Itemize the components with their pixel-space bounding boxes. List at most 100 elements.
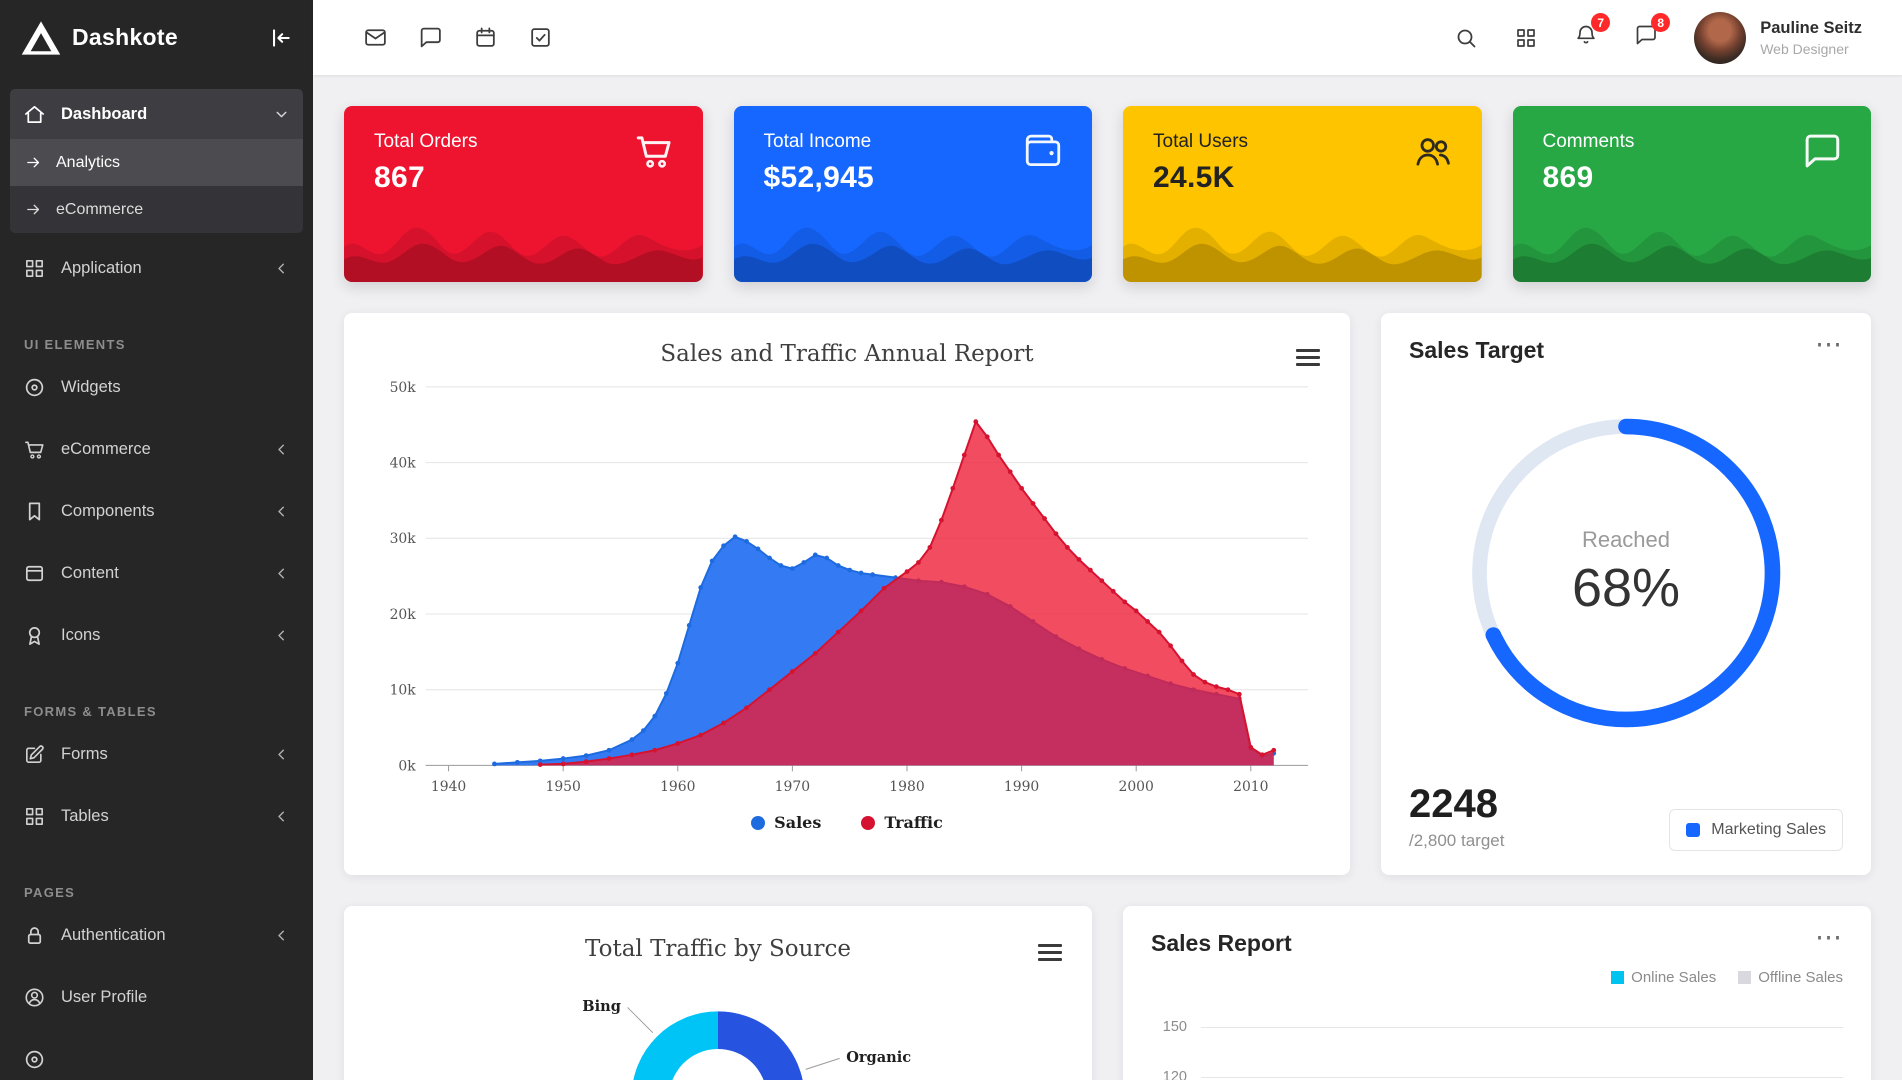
sidebar-item-label: User Profile [61,987,148,1006]
svg-text:1950: 1950 [545,779,580,795]
message-badge: 8 [1651,13,1671,32]
bottom-row: Total Traffic by Source Organic Bing Sale… [344,906,1871,1080]
sidebar-item-label: Icons [61,625,101,644]
legend-item-online-sales[interactable]: Online Sales [1611,969,1716,986]
user-role: Web Designer [1760,40,1849,57]
disc-icon [25,378,44,396]
tasks-icon[interactable] [528,25,553,50]
apps-grid-icon[interactable] [1514,26,1538,50]
sidebar-item-forms[interactable]: Forms [10,729,303,779]
target-current-value: 2248 [1409,782,1498,826]
sidebar-item-widgets[interactable]: Widgets [10,362,303,412]
more-menu-icon[interactable]: ⋯ [1815,329,1843,359]
sidebar-item-label: Widgets [61,377,121,396]
sidebar-item-label: Content [61,563,119,582]
brand-name: Dashkote [72,24,178,50]
sidebar-item-label: Analytics [56,153,121,171]
sidebar-collapse-icon[interactable] [267,25,293,51]
sidebar-item-label: Tables [61,806,109,825]
dashboard-submenu: Analytics eCommerce [10,139,303,233]
sidebar-item-authentication[interactable]: Authentication [10,910,303,960]
legend-item-traffic[interactable]: Traffic [861,813,943,832]
legend-item-sales[interactable]: Sales [751,813,821,832]
sidebar-item-components[interactable]: Components [10,486,303,536]
sidebar: Dashkote Dashboard Analytics eCommerce A… [0,0,313,1080]
chevron-left-icon [278,630,284,640]
comment-icon [1801,130,1843,172]
layout-icon [25,565,44,581]
wave-decoration [1513,200,1872,282]
stat-value: $52,945 [763,161,875,194]
sales-legend-dot [751,815,766,830]
sidebar-item-label: Components [61,501,155,520]
arrow-right-icon [27,157,40,168]
sidebar-item-tables[interactable]: Tables [10,791,303,841]
notifications-button[interactable]: 7 [1574,13,1611,52]
lock-icon [27,926,42,944]
area-chart-legend: Sales Traffic [370,813,1324,832]
svg-text:30k: 30k [390,531,417,547]
legend-square [1611,971,1625,984]
legend-item-offline-sales[interactable]: Offline Sales [1738,969,1843,986]
svg-text:2000: 2000 [1119,779,1154,795]
svg-text:1960: 1960 [660,779,695,795]
users-icon [1412,130,1454,172]
user-menu[interactable]: Pauline Seitz Web Designer [1694,11,1862,64]
arrow-right-icon [27,204,40,215]
marketing-sales-legend-chip[interactable]: Marketing Sales [1669,809,1843,851]
chat-icon[interactable] [418,25,443,50]
legend-label: Traffic [884,813,943,832]
chevron-left-icon [278,749,284,759]
chevron-left-icon [278,444,284,454]
cart-icon [25,440,44,459]
sales-traffic-chart-card: Sales and Traffic Annual Report 0k 10k 20k… [344,313,1350,875]
home-icon [25,105,44,123]
person-icon [25,987,44,1007]
sidebar-item-dashboard[interactable]: Dashboard [10,89,303,139]
chart-menu-icon[interactable] [1296,345,1320,370]
sidebar-item-content[interactable]: Content [10,548,303,598]
svg-text:50k: 50k [390,380,417,396]
card-title: Sales Target [1409,337,1545,363]
target-donut: Reached 68% [1409,364,1843,782]
stat-card-comments: Comments 869 [1512,106,1872,282]
card-title: Sales Report [1151,930,1292,956]
svg-text:1990: 1990 [1004,779,1039,795]
sidebar-item-icons[interactable]: Icons [10,610,303,660]
stats-row: Total Orders 867 Total Income $52,945 To… [344,106,1871,282]
search-icon[interactable] [1454,26,1478,50]
sidebar-item-ecommerce[interactable]: eCommerce [10,424,303,474]
calendar-icon[interactable] [473,25,498,50]
chart-menu-icon[interactable] [1038,940,1062,965]
legend-label: Offline Sales [1758,969,1843,986]
header-quick-icons [363,25,553,50]
sales-report-card: Sales Report ⋯ Online Sales Offline Sale… [1123,906,1871,1080]
mail-icon[interactable] [363,25,388,50]
page-content: Total Orders 867 Total Income $52,945 To… [313,75,1902,1080]
sidebar-item-analytics[interactable]: Analytics [10,139,303,186]
messages-button[interactable]: 8 [1634,13,1671,52]
section-header-forms-tables: FORMS & TABLES [24,704,157,719]
wallet-icon [1022,130,1064,172]
main-area: 7 8 Pauline Seitz Web Designer Total Ord… [313,0,1902,1080]
chevron-down-icon [276,111,287,117]
sidebar-item-user-profile[interactable]: User Profile [10,972,303,1022]
area-chart: 0k 10k 20k 30k 40k 50k 1940 1950 1960 1970 1980 199… [390,380,1309,795]
header-right: 7 8 Pauline Seitz Web Designer [1454,11,1862,64]
stat-value: 867 [374,161,425,194]
sidebar-item-ecommerce-sub[interactable]: eCommerce [10,186,303,233]
legend-label: Online Sales [1631,969,1717,986]
cart-icon [633,130,675,172]
award-icon [28,626,41,645]
gridline [1201,1076,1843,1078]
section-header-ui-elements: UI ELEMENTS [24,337,126,352]
svg-text:1940: 1940 [431,779,466,795]
sidebar-item-partial[interactable] [10,1034,303,1080]
more-menu-icon[interactable]: ⋯ [1815,922,1843,952]
svg-text:2010: 2010 [1233,779,1268,795]
y-tick-label: 120 [1162,1069,1187,1080]
chevron-left-icon [278,568,284,578]
notification-badge: 7 [1591,13,1611,32]
sidebar-item-application[interactable]: Application [10,243,303,293]
stat-label: Total Orders [374,131,478,152]
